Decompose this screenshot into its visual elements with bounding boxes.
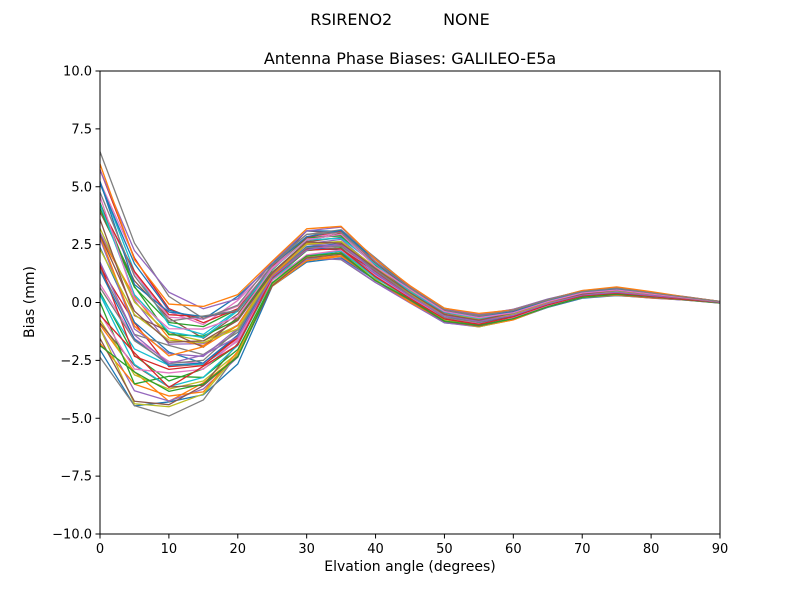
y-axis-label: Bias (mm) [22,265,38,339]
x-tick-label: 0 [96,542,104,557]
y-tick-label: 0.0 [71,296,92,311]
chart-title: Antenna Phase Biases: GALILEO-E5a [263,49,557,68]
series-line [99,245,721,364]
series-line [99,208,721,328]
x-tick-label: 50 [436,542,453,557]
series-line [99,163,721,314]
y-tick-label: 7.5 [71,122,92,137]
x-tick-label: 90 [712,542,729,557]
y-ticks: −10.0 −7.5 −5.0 −2.5 0.0 2.5 5.0 7.5 10.0 [52,65,100,543]
series-line [99,196,721,330]
series-line [99,245,721,365]
series-line [99,248,721,389]
y-tick-label: −2.5 [60,354,92,369]
x-tick-label: 40 [367,542,384,557]
y-tick-label: −10.0 [52,528,92,543]
series-line [99,228,721,342]
series-line [99,219,721,348]
x-ticks: 0 10 20 30 40 50 60 70 80 90 [96,534,728,557]
y-tick-label: 5.0 [71,180,92,195]
y-tick-label: −5.0 [60,412,92,427]
series-line [99,191,721,322]
series-line [99,211,721,339]
series-line [99,248,721,366]
x-tick-label: 10 [161,542,178,557]
chart-lines [99,151,721,417]
x-tick-label: 30 [298,542,315,557]
series-line [99,242,721,365]
series-line [99,247,721,366]
x-tick-label: 80 [643,542,660,557]
y-tick-label: −7.5 [60,470,92,485]
x-tick-label: 20 [230,542,247,557]
series-line [99,253,721,390]
x-tick-label: 60 [505,542,522,557]
y-tick-label: 10.0 [63,65,92,80]
x-axis-label: Elvation angle (degrees) [324,559,496,575]
x-tick-label: 70 [574,542,591,557]
series-line [99,252,721,393]
figure-suptitle: RSIRENO2 NONE [310,10,490,29]
y-tick-label: 2.5 [71,238,92,253]
series-line [99,255,721,397]
